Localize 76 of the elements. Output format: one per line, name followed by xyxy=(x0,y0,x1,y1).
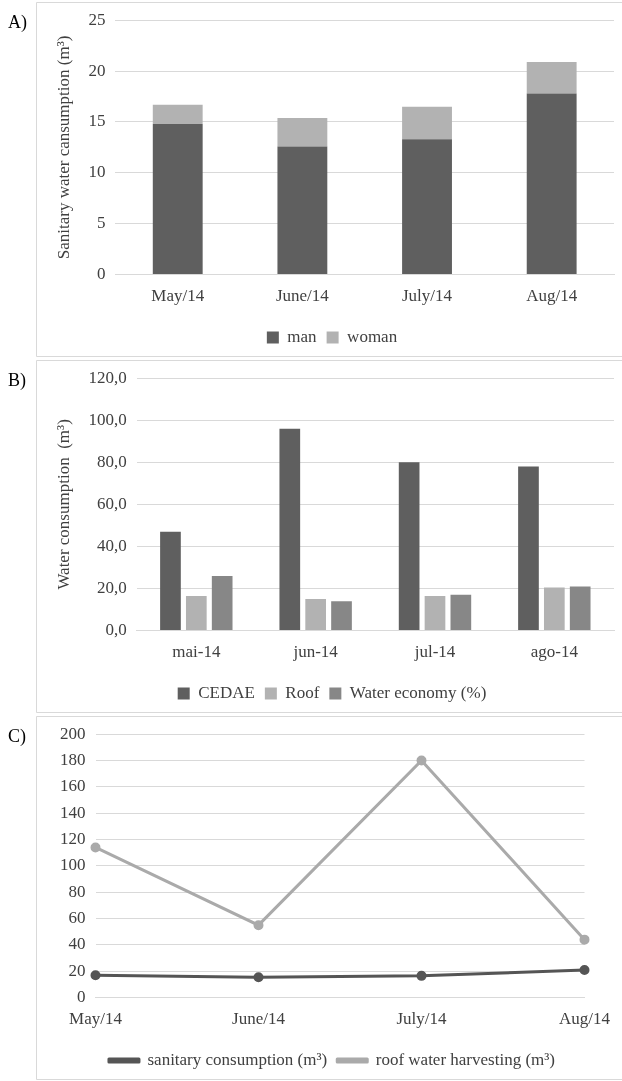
point xyxy=(416,970,427,981)
x-tick-label: Aug/14 xyxy=(559,1009,611,1029)
bar xyxy=(279,428,301,631)
x-tick-label: jul-14 xyxy=(413,642,456,662)
y-tick-label: 100,0 xyxy=(88,409,127,429)
x-tick-label: mai-14 xyxy=(172,642,221,662)
bar xyxy=(543,587,565,631)
bar xyxy=(526,93,577,275)
y-tick-label: 0 xyxy=(96,264,106,284)
y-tick-label: 180 xyxy=(60,750,86,770)
bar xyxy=(152,124,203,275)
y-tick-label: 80 xyxy=(68,881,86,901)
bar xyxy=(398,462,420,631)
y-axis-title: Water consumption (m³) xyxy=(53,419,73,590)
x-tick-label: July/14 xyxy=(396,1009,448,1029)
point xyxy=(253,920,264,931)
point xyxy=(90,970,101,981)
legend-label: man xyxy=(287,326,318,346)
legend-label: roof water harvesting (m³) xyxy=(375,1049,556,1069)
bar xyxy=(424,595,446,631)
y-tick-label: 100 xyxy=(60,855,86,875)
text: B) xyxy=(8,369,27,391)
legend-label: Water economy (%) xyxy=(349,682,487,702)
bar xyxy=(569,586,591,631)
x-tick-label: ago-14 xyxy=(530,642,579,662)
x-tick-label: May/14 xyxy=(69,1009,123,1029)
point xyxy=(90,842,101,853)
y-tick-label: 60,0 xyxy=(96,493,127,513)
y-tick-label: 140 xyxy=(60,802,86,822)
y-tick-label: 10 xyxy=(88,162,106,182)
point xyxy=(253,972,264,983)
legend-label: woman xyxy=(347,326,398,346)
x-tick-label: June/14 xyxy=(275,286,330,306)
point xyxy=(416,755,427,766)
bar xyxy=(526,61,577,94)
y-tick-label: 5 xyxy=(96,213,106,233)
bar xyxy=(450,594,472,631)
y-tick-label: 0,0 xyxy=(105,620,127,640)
y-tick-label: 20 xyxy=(88,60,106,80)
bar xyxy=(402,106,452,140)
y-tick-label: 20,0 xyxy=(96,578,127,597)
bar xyxy=(277,117,328,147)
y-tick-label: 120,0 xyxy=(88,367,127,387)
y-axis-title: Sanitary water cansumption (m³) xyxy=(53,35,73,260)
y-tick-label: 120 xyxy=(60,829,86,849)
bar xyxy=(402,139,452,275)
point xyxy=(579,964,590,975)
x-tick-label: June/14 xyxy=(232,1009,286,1029)
y-tick-label: 160 xyxy=(60,776,86,796)
y-tick-label: 25 xyxy=(88,9,106,29)
y-tick-label: 0 xyxy=(77,987,86,1007)
y-tick-label: 60 xyxy=(68,908,86,928)
bar xyxy=(160,531,181,631)
x-tick-label: jun-14 xyxy=(292,642,339,662)
bar xyxy=(152,104,203,124)
legend-label: CEDAE xyxy=(198,682,255,702)
y-tick-label: 20 xyxy=(68,960,86,980)
bar xyxy=(277,146,328,275)
text: A) xyxy=(8,11,27,33)
y-tick-label: 15 xyxy=(88,111,106,131)
point xyxy=(579,934,590,945)
x-tick-label: Aug/14 xyxy=(526,286,578,306)
y-tick-label: 200 xyxy=(60,723,86,743)
x-tick-label: May/14 xyxy=(151,286,205,306)
x-tick-label: July/14 xyxy=(401,286,453,306)
bar xyxy=(305,599,326,631)
bar xyxy=(331,601,352,631)
text: C) xyxy=(8,725,27,747)
legend-label: Roof xyxy=(285,682,320,702)
y-tick-label: 80,0 xyxy=(96,451,127,471)
y-tick-label: 40 xyxy=(68,934,86,954)
legend-label: sanitary consumption (m³) xyxy=(147,1049,328,1069)
bar xyxy=(185,595,207,631)
bar xyxy=(518,466,539,631)
bar xyxy=(211,575,233,631)
y-tick-label: 40,0 xyxy=(96,535,127,555)
